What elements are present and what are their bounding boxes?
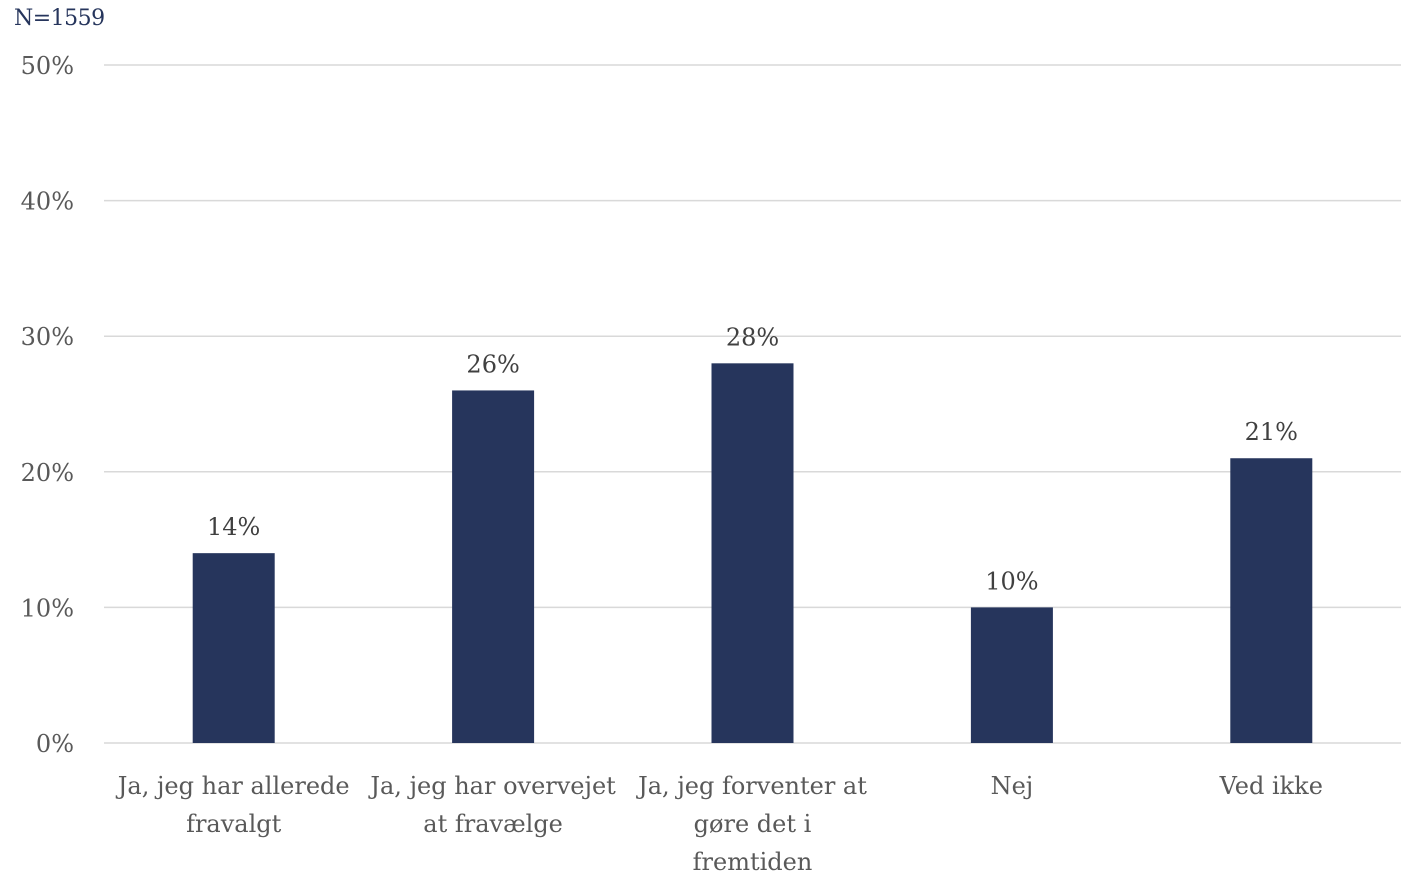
- y-axis-tick-labels: 0% 10% 20% 30% 40% 50%: [21, 52, 74, 758]
- y-tick-label: 40%: [21, 188, 74, 216]
- y-tick-label: 0%: [36, 730, 74, 758]
- y-tick-label: 10%: [21, 594, 74, 622]
- bars: [192, 363, 1313, 743]
- bar: [452, 390, 535, 743]
- x-axis-category-labels: Ja, jeg har allerede fravalgt Ja, jeg har …: [115, 772, 1323, 874]
- bar: [192, 553, 275, 743]
- x-category-label: Ja, jeg forventer at gøre det i fremtiden: [635, 772, 867, 874]
- x-category-label: Ja, jeg har allerede fravalgt: [115, 772, 350, 838]
- y-tick-label: 20%: [21, 459, 74, 487]
- bar-value-label: 21%: [1245, 418, 1298, 446]
- x-category-label: Ja, jeg har overvejet at fravælge: [367, 772, 616, 838]
- bar-value-label: 28%: [726, 323, 779, 351]
- bar-value-label: 14%: [207, 513, 260, 541]
- bar: [711, 363, 794, 743]
- x-category-label: Ved ikke: [1219, 772, 1323, 800]
- y-tick-label: 30%: [21, 323, 74, 351]
- bar: [1230, 458, 1313, 743]
- bar-value-label: 26%: [466, 350, 519, 378]
- y-tick-label: 50%: [21, 52, 74, 80]
- x-category-label: Nej: [991, 772, 1034, 800]
- bar-value-label: 10%: [985, 567, 1038, 595]
- bar: [970, 607, 1053, 743]
- sample-size-note: N=1559: [14, 6, 105, 31]
- data-labels: 14% 26% 28% 10% 21%: [207, 323, 1298, 595]
